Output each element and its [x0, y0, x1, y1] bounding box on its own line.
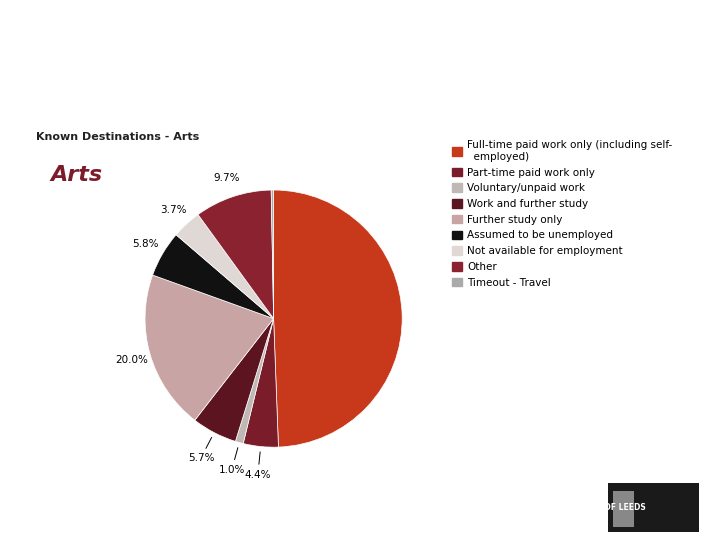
Text: UNIVERSITY OF LEEDS: UNIVERSITY OF LEEDS	[550, 503, 645, 512]
Text: 9.7%: 9.7%	[213, 173, 240, 184]
Text: 5.8%: 5.8%	[132, 239, 159, 249]
Wedge shape	[176, 214, 274, 319]
Wedge shape	[198, 190, 274, 319]
FancyBboxPatch shape	[613, 491, 634, 526]
Wedge shape	[153, 235, 274, 319]
Wedge shape	[195, 319, 274, 441]
Text: 1.0%: 1.0%	[219, 465, 245, 475]
Text: 5.7%: 5.7%	[188, 453, 215, 463]
Wedge shape	[235, 319, 274, 443]
Text: Arts: Arts	[50, 165, 102, 185]
Wedge shape	[274, 190, 402, 447]
Wedge shape	[243, 319, 279, 447]
Text: Known Destinations - Arts: Known Destinations - Arts	[36, 132, 199, 143]
Legend: Full-time paid work only (including self-
  employed), Part-time paid work only,: Full-time paid work only (including self…	[451, 140, 672, 288]
FancyBboxPatch shape	[608, 483, 699, 532]
Text: 4.4%: 4.4%	[245, 470, 271, 480]
Text: 20.0%: 20.0%	[115, 355, 148, 365]
Wedge shape	[145, 275, 274, 420]
Text: Careers Centre: Careers Centre	[25, 49, 182, 69]
Wedge shape	[271, 190, 274, 319]
Text: 3.7%: 3.7%	[160, 205, 186, 215]
